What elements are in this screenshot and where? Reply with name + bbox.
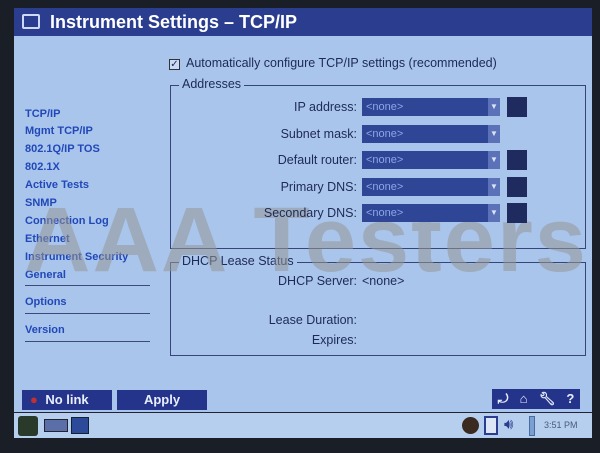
speaker-icon[interactable]: 🔊︎ [504,416,514,433]
address-edit-button[interactable] [507,203,527,223]
sidebar-item[interactable]: 802.1X [25,161,60,173]
battery-icon [529,416,535,436]
sidebar-item[interactable]: Ethernet [25,233,70,245]
globe-icon[interactable] [462,417,479,434]
title-bar: Instrument Settings – TCP/IP [14,8,592,36]
clock: 3:51 PM [544,420,578,430]
address-edit-button[interactable] [507,97,527,117]
link-status-label: No link [45,392,89,407]
sidebar-item[interactable]: Connection Log [25,215,109,227]
taskbar: 🔊︎ 3:51 PM [14,412,592,438]
divider [25,285,150,286]
chevron-down-icon[interactable]: ▼ [488,151,500,169]
sidebar-item[interactable]: SNMP [25,197,57,209]
divider [25,341,150,342]
chevron-down-icon[interactable]: ▼ [488,124,500,143]
dropdown-value: <none> [366,101,404,113]
dropdown-value: <none> [366,154,404,166]
window-icon [22,14,40,29]
addresses-group: Addresses [170,77,586,249]
sidebar-item-options[interactable]: Options [25,296,67,308]
divider [25,313,150,314]
address-label: IP address: [293,100,357,114]
dhcp-legend: DHCP Lease Status [179,254,297,268]
dhcp-server-label: DHCP Server: [278,274,357,288]
app-window-icon[interactable] [71,417,89,434]
address-dropdown[interactable]: <none> ▼ [362,151,500,169]
address-label: Primary DNS: [280,179,357,194]
sidebar-item[interactable]: Active Tests [25,179,89,191]
window-title: Instrument Settings – TCP/IP [50,12,298,32]
chevron-down-icon[interactable]: ▼ [488,98,500,116]
address-dropdown[interactable]: <none> ▼ [362,204,500,222]
home-icon[interactable]: ⌂ [519,391,528,406]
lease-duration-label: Lease Duration: [268,313,357,327]
checkbox-icon[interactable]: ✓ [169,59,180,70]
expires-label: Expires: [311,333,357,347]
address-edit-button[interactable] [507,150,527,170]
address-edit-button[interactable] [507,176,527,197]
start-icon[interactable] [18,416,38,436]
sidebar-item[interactable]: General [25,269,66,281]
address-label: Subnet mask: [280,126,357,141]
help-icon[interactable]: ? [566,391,575,406]
back-icon[interactable]: ⤾ [497,391,509,406]
address-dropdown[interactable]: <none> ▼ [362,98,500,116]
nav-icons: ⤾ ⌂ 🔧︎ ? [492,389,580,409]
dropdown-value: <none> [366,180,404,193]
sidebar-item-version[interactable]: Version [25,324,65,336]
address-label: Default router: [277,153,357,167]
wrench-icon[interactable]: 🔧︎ [538,391,556,406]
link-status-button[interactable]: ● No link [22,390,112,410]
address-dropdown[interactable]: <none> ▼ [362,177,500,196]
dropdown-value: <none> [366,127,404,140]
address-dropdown[interactable]: <none> ▼ [362,124,500,143]
auto-config-label: Automatically configure TCP/IP settings … [186,56,497,70]
addresses-legend: Addresses [179,77,245,91]
dhcp-group: DHCP Lease Status [170,254,586,356]
auto-config-checkbox[interactable]: ✓ Automatically configure TCP/IP settings… [169,56,497,70]
link-status-icon: ● [30,392,38,407]
chevron-down-icon[interactable]: ▼ [488,204,500,222]
sidebar-item[interactable]: 802.1Q/IP TOS [25,143,100,155]
dhcp-server-value: <none> [362,274,405,288]
clipboard-icon[interactable] [484,416,498,435]
screen: Instrument Settings – TCP/IP TCP/IP Mgmt … [14,8,592,438]
sidebar-item[interactable]: Mgmt TCP/IP [25,125,93,137]
chevron-down-icon[interactable]: ▼ [488,177,500,196]
sidebar-item[interactable]: TCP/IP [25,108,61,120]
sidebar-item[interactable]: Instrument Security [25,251,129,263]
apply-button[interactable]: Apply [117,390,207,410]
dropdown-value: <none> [366,207,404,219]
keyboard-icon[interactable] [44,419,68,432]
address-label: Secondary DNS: [263,206,357,220]
